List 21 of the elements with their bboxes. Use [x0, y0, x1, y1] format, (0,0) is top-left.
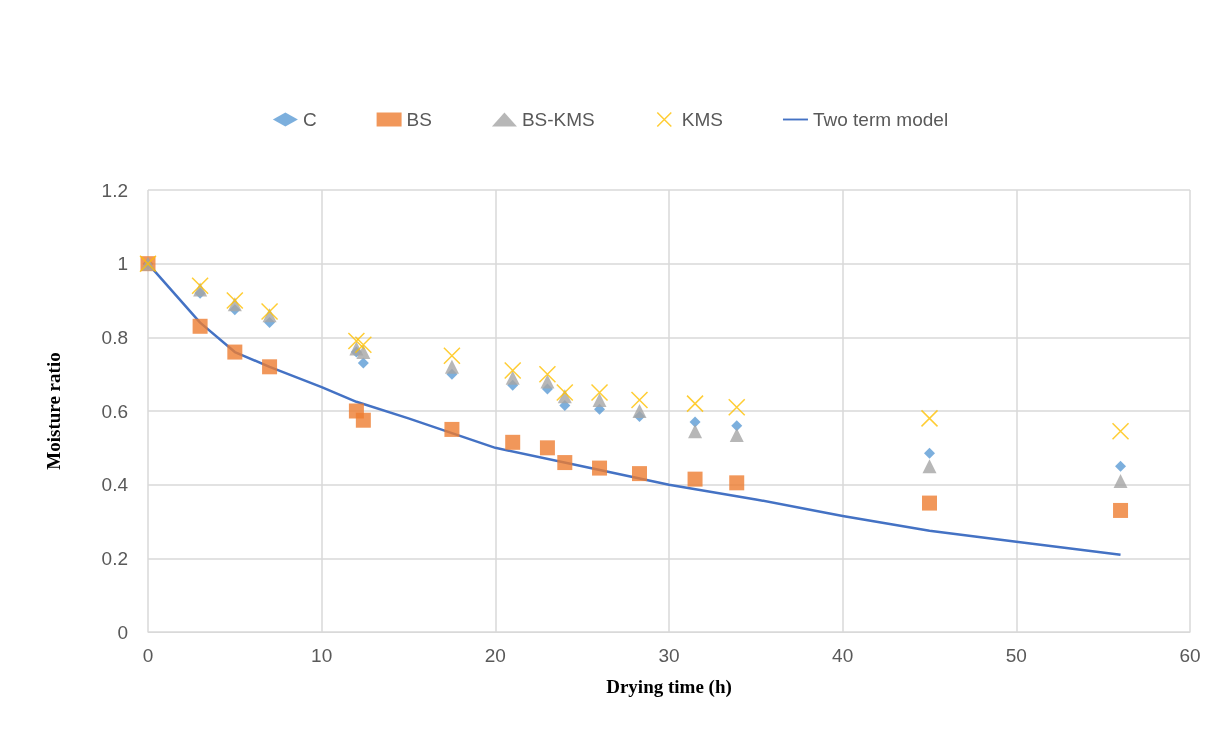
legend-label: BS	[406, 109, 432, 130]
x-tick-label: 60	[1179, 645, 1201, 666]
legend-label: Two term model	[812, 109, 949, 130]
x-tick-label: 10	[311, 645, 333, 666]
legend-label: C	[302, 109, 317, 130]
x-tick-label: 30	[658, 645, 680, 666]
y-tick-label: 1.2	[101, 179, 128, 201]
x-tick-label: 0	[142, 645, 154, 666]
y-tick-label: 0.4	[101, 474, 129, 496]
x-tick-label: 20	[484, 645, 506, 666]
legend-label: KMS	[681, 109, 723, 130]
x-axis-title: Drying time (h)	[606, 676, 732, 698]
y-tick-label: 0.2	[101, 547, 128, 569]
y-axis-title: Moisture ratio	[43, 352, 64, 470]
x-tick-label: 40	[832, 645, 854, 666]
y-tick-label: 1	[117, 253, 128, 275]
y-tick-label: 0	[117, 621, 128, 643]
y-tick-label: 0.6	[101, 400, 128, 422]
legend-label: BS-KMS	[521, 109, 595, 130]
y-tick-label: 0.8	[101, 326, 128, 348]
x-tick-label: 50	[1005, 645, 1027, 666]
